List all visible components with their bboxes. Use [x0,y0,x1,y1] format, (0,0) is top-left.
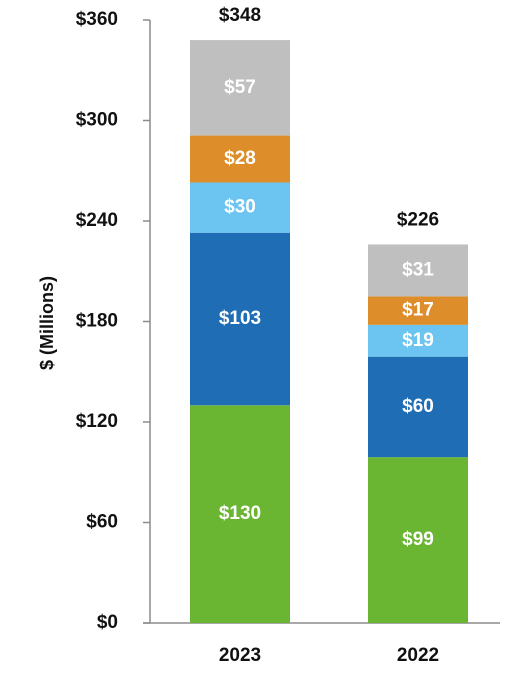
bar-segment [368,244,468,297]
segment-value-label: $17 [402,300,434,321]
y-tick-label: $300 [76,110,118,131]
segment-value-label: $99 [402,529,434,550]
bar-segment [190,232,290,406]
bar-segment [190,405,290,623]
bar-segment [190,182,290,233]
bar-total-label: $348 [219,5,261,26]
x-category-label: 2022 [397,645,439,666]
segment-value-label: $30 [224,197,256,218]
y-axis-title: $ (Millions) [37,276,57,370]
y-tick-label: $360 [76,9,118,30]
segment-value-label: $103 [219,308,261,329]
y-tick-label: $240 [76,210,118,231]
bar-segment [190,135,290,183]
y-tick-label: $120 [76,411,118,432]
y-tick-label: $180 [76,311,118,332]
segment-value-label: $28 [224,148,256,169]
segment-value-label: $31 [402,259,434,280]
bar-segment [368,356,468,458]
segment-value-label: $57 [224,77,256,98]
labels: $130 $103 $30 $28 $57 $348 2023 $99 $60 $19 $17 $31… [219,5,439,666]
bars [190,40,468,623]
y-tick-label: $0 [97,612,118,633]
bar-total-label: $226 [397,209,439,230]
segment-value-label: $130 [219,503,261,524]
y-tick-label: $60 [86,512,118,533]
bar-segment [368,457,468,623]
bar-segment [368,296,468,325]
segment-value-label: $19 [402,330,434,351]
segment-value-label: $60 [402,396,434,417]
bar-segment [368,324,468,357]
x-category-label: 2023 [219,645,261,666]
bar-segment [190,40,290,136]
